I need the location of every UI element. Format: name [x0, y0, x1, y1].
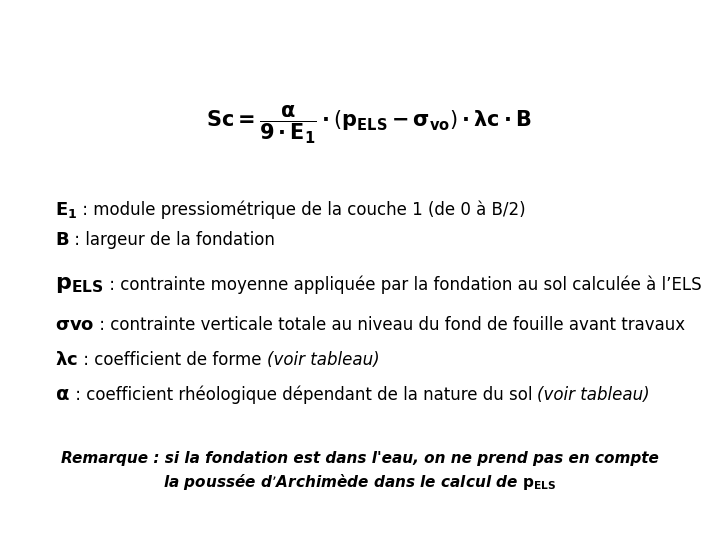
Text: $\mathbf{E_1}$: $\mathbf{E_1}$	[55, 200, 77, 220]
Text: : coefficient de forme: : coefficient de forme	[78, 351, 266, 369]
Text: $\mathbf{\lambda c}$: $\mathbf{\lambda c}$	[55, 351, 78, 369]
Text: $\mathbf{\alpha}$: $\mathbf{\alpha}$	[55, 386, 70, 404]
Text: : contrainte moyenne appliquée par la fondation au sol calculée à l’ELS: : contrainte moyenne appliquée par la fo…	[104, 276, 701, 294]
Text: (voir tableau): (voir tableau)	[266, 351, 379, 369]
Text: : contrainte verticale totale au niveau du fond de fouille avant travaux: : contrainte verticale totale au niveau …	[94, 316, 685, 334]
Text: : coefficient rhéologique dépendant de la nature du sol: : coefficient rhéologique dépendant de l…	[70, 386, 537, 404]
Text: $\mathbf{B}$: $\mathbf{B}$	[55, 231, 69, 249]
Text: Remarque : si la fondation est dans l'eau, on ne prend pas en compte: Remarque : si la fondation est dans l'ea…	[61, 450, 659, 465]
Text: $\mathbf{p_{ELS}}$: $\mathbf{p_{ELS}}$	[55, 275, 104, 295]
Text: $\mathbf{Sc = \dfrac{\alpha}{9 \cdot E_1} \cdot \left(p_{ELS} - \sigma_{vo}\righ: $\mathbf{Sc = \dfrac{\alpha}{9 \cdot E_1…	[206, 104, 532, 146]
Text: : largeur de la fondation: : largeur de la fondation	[69, 231, 275, 249]
Text: (voir tableau): (voir tableau)	[537, 386, 650, 404]
Text: : module pressiométrique de la couche 1 (de 0 à B/2): : module pressiométrique de la couche 1 …	[77, 201, 526, 219]
Text: la poussée d’Archimède dans le calcul de $\mathbf{p_{ELS}}$: la poussée d’Archimède dans le calcul de…	[163, 472, 557, 492]
Text: $\mathbf{\sigma vo}$: $\mathbf{\sigma vo}$	[55, 316, 94, 334]
